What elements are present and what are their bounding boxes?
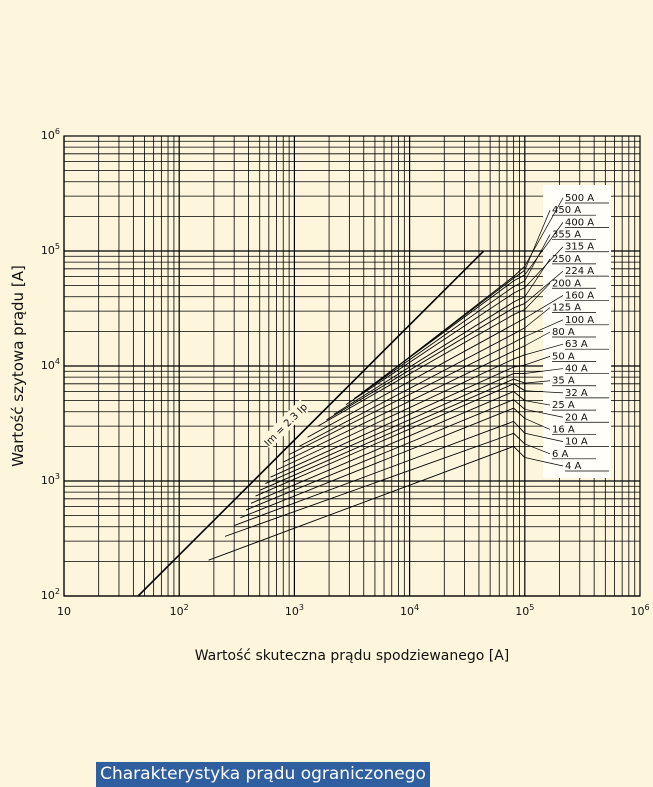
series-label: 80 A — [552, 327, 575, 338]
series-label: 100 A — [565, 315, 594, 326]
series-leader — [524, 390, 564, 394]
series-line — [345, 287, 525, 406]
series-leader — [524, 418, 551, 430]
series-leader — [524, 295, 564, 319]
series-leader — [524, 380, 551, 384]
x-tick-label: 103 — [285, 603, 304, 618]
y-axis-label: Wartość szytowa prądu [A] — [9, 265, 27, 467]
series-line — [224, 432, 526, 537]
series-leader — [524, 457, 564, 467]
series-line — [270, 364, 525, 478]
x-tick-label: 106 — [630, 603, 649, 618]
series-label: 224 A — [565, 266, 594, 277]
series-leader — [524, 222, 564, 276]
series-label: 35 A — [552, 376, 575, 387]
series-label: 16 A — [552, 424, 575, 435]
series-leader — [524, 443, 551, 455]
series-leader — [524, 368, 564, 374]
series-leader — [524, 307, 551, 329]
y-tick-label: 104 — [41, 357, 60, 372]
series-leader — [524, 210, 551, 271]
series-label: 20 A — [565, 412, 588, 423]
series-line — [250, 390, 526, 504]
series-line — [240, 407, 526, 519]
series-label: 500 A — [565, 193, 594, 204]
series-label: 200 A — [552, 278, 581, 289]
y-tick-label: 102 — [41, 587, 60, 602]
series-line — [276, 354, 525, 471]
series-line — [374, 265, 526, 385]
series-leader — [524, 197, 564, 267]
series-line — [283, 345, 525, 463]
series-line — [259, 378, 525, 491]
series-leader — [524, 408, 564, 418]
y-tick-labels: 102 103 104 105 106 — [41, 127, 60, 602]
series-line — [245, 399, 526, 511]
series-lines — [208, 265, 526, 561]
series-label: 4 A — [565, 461, 582, 472]
series-leader — [524, 356, 551, 366]
series-line — [298, 327, 526, 447]
series-label: 250 A — [552, 254, 581, 265]
series-leader — [524, 283, 551, 310]
x-tick-label: 104 — [400, 603, 419, 618]
x-tick-labels: 10 102 103 104 105 106 — [57, 603, 650, 618]
series-line — [208, 445, 526, 561]
series-label: 315 A — [565, 242, 594, 253]
y-tick-label: 103 — [41, 472, 60, 487]
series-leader — [524, 331, 551, 347]
x-tick-label: 102 — [170, 603, 189, 618]
series-label: 25 A — [552, 400, 575, 411]
series-leader — [524, 319, 564, 337]
series-leader — [524, 400, 551, 406]
series-leader — [524, 270, 564, 304]
series-label: 400 A — [565, 217, 594, 228]
series-line — [333, 296, 525, 415]
series-label: 6 A — [552, 449, 569, 460]
series-label: 63 A — [565, 339, 588, 350]
x-tick-label: 105 — [515, 603, 534, 618]
series-line — [265, 373, 525, 484]
x-axis-label: Wartość skuteczna prądu spodziewanego [A… — [194, 648, 510, 664]
series-label: 160 A — [565, 290, 594, 301]
reference-line-path — [137, 250, 485, 597]
reference-label-bg — [260, 399, 311, 450]
y-tick-label: 105 — [41, 242, 60, 257]
series-leader — [524, 246, 564, 288]
x-tick-label: 10 — [57, 605, 71, 618]
series-line — [353, 280, 526, 400]
title-banner: Charakterystyka prądu ograniczonego — [96, 762, 430, 787]
series-label: 32 A — [565, 388, 588, 399]
series-line — [234, 420, 526, 526]
series-label: 125 A — [552, 303, 581, 314]
series-label: 450 A — [552, 205, 581, 216]
series-line — [255, 383, 526, 497]
series-label: 40 A — [565, 364, 588, 375]
series-leader — [524, 343, 564, 356]
series-line — [326, 303, 525, 421]
y-tick-label: 106 — [41, 127, 60, 142]
series-line — [317, 309, 525, 427]
series-leader — [524, 432, 564, 442]
series-label: 10 A — [565, 437, 588, 448]
series-line — [307, 317, 526, 438]
legend: 4 A6 A10 A 16 A20 A25 A32 A35 A40 A 50 A63… — [524, 185, 611, 478]
series-label: 50 A — [552, 351, 575, 362]
series-line — [288, 336, 526, 455]
series-label: 355 A — [552, 230, 581, 241]
